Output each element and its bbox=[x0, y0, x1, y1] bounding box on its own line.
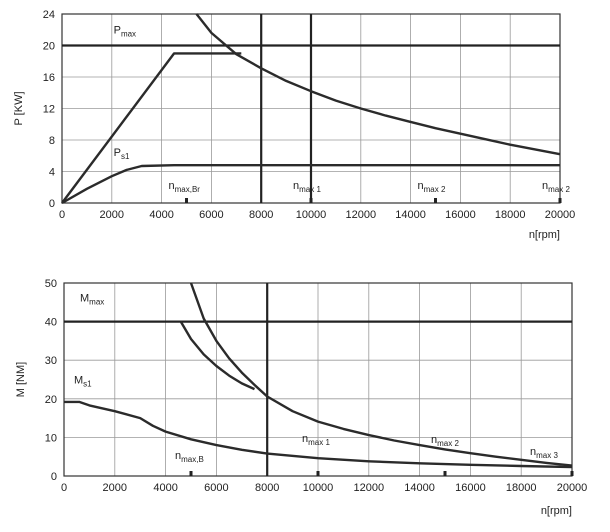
y-tick-label: 50 bbox=[45, 278, 57, 290]
x-tick-label: 16000 bbox=[445, 209, 476, 221]
speed-label: nmax 1 bbox=[293, 180, 321, 194]
speed-label: nmax 1 bbox=[302, 433, 330, 447]
y-tick-label: 24 bbox=[43, 9, 55, 21]
x-tick-label: 16000 bbox=[455, 482, 486, 494]
y-tick-label: 12 bbox=[43, 104, 55, 116]
power-chart: 0 2000 4000 6000 8000 10000 12000 14000 16000 180… bbox=[13, 9, 575, 241]
y-tick-label: 0 bbox=[51, 471, 57, 483]
x-tick-label: 20000 bbox=[557, 482, 588, 494]
speed-mark bbox=[570, 471, 574, 476]
torque-chart: 0 2000 4000 6000 8000 10000 12000 14000 16000 180… bbox=[15, 278, 587, 517]
x-tick-label: 6000 bbox=[204, 482, 228, 494]
series-pmax-limit bbox=[195, 13, 561, 156]
speed-mark bbox=[443, 471, 447, 476]
x-tick-label: 2000 bbox=[100, 209, 124, 221]
x-tick-label: 6000 bbox=[199, 209, 223, 221]
x-tick-label: 8000 bbox=[249, 209, 273, 221]
y-tick-label: 20 bbox=[45, 394, 57, 406]
speed-label: nmax 2 bbox=[418, 180, 446, 194]
x-tick-label: 12000 bbox=[346, 209, 377, 221]
speed-label: nmax 2 bbox=[431, 434, 459, 448]
x-tick-label: 18000 bbox=[495, 209, 526, 221]
y-tick-label: 40 bbox=[45, 317, 57, 329]
x-tick-label: 2000 bbox=[103, 482, 127, 494]
x-tick-label: 4000 bbox=[149, 209, 173, 221]
x-tick-label: 4000 bbox=[153, 482, 177, 494]
y-tick-label: 30 bbox=[45, 355, 57, 367]
x-axis-label: n[rpm] bbox=[541, 505, 572, 517]
speed-mark bbox=[189, 471, 193, 476]
series-mmax bbox=[179, 320, 255, 391]
y-tick-label: 10 bbox=[45, 432, 57, 444]
speed-label: nmax 3 bbox=[530, 446, 558, 460]
ps1-label: Ps1 bbox=[114, 147, 130, 161]
x-axis-label: n[rpm] bbox=[529, 229, 560, 241]
speed-mark bbox=[309, 198, 313, 203]
x-tick-label: 20000 bbox=[545, 209, 576, 221]
speed-mark bbox=[434, 198, 437, 203]
y-tick-label: 0 bbox=[49, 198, 55, 210]
x-tick-label: 14000 bbox=[395, 209, 426, 221]
y-tick-label: 4 bbox=[49, 167, 55, 179]
speed-label: nmax 2 bbox=[542, 180, 570, 194]
speed-label: nmax,B bbox=[175, 450, 204, 464]
x-tick-label: 18000 bbox=[506, 482, 537, 494]
speed-mark bbox=[316, 471, 320, 476]
series-ms1 bbox=[64, 400, 573, 469]
x-tick-label: 10000 bbox=[296, 209, 327, 221]
series-mmax-limit bbox=[189, 282, 573, 467]
speed-mark bbox=[185, 198, 188, 203]
speed-label: nmax,Br bbox=[169, 180, 201, 194]
series-ps1 bbox=[61, 164, 560, 205]
x-tick-label: 10000 bbox=[303, 482, 334, 494]
x-tick-label: 0 bbox=[61, 482, 67, 494]
y-axis-label: M [NM] bbox=[15, 362, 27, 397]
speed-mark bbox=[558, 198, 562, 203]
x-tick-label: 14000 bbox=[404, 482, 435, 494]
y-tick-label: 8 bbox=[49, 135, 55, 147]
y-tick-label: 20 bbox=[43, 41, 55, 53]
x-tick-label: 8000 bbox=[255, 482, 279, 494]
pmax-label: Pmax bbox=[114, 25, 136, 39]
y-axis-label: P [KW] bbox=[13, 91, 25, 125]
y-tick-label: 16 bbox=[43, 72, 55, 84]
series-pmax bbox=[61, 52, 242, 204]
ms1-label: Ms1 bbox=[74, 374, 92, 388]
x-tick-label: 12000 bbox=[354, 482, 385, 494]
mmax-label: Mmax bbox=[80, 293, 104, 307]
x-tick-label: 0 bbox=[59, 209, 65, 221]
